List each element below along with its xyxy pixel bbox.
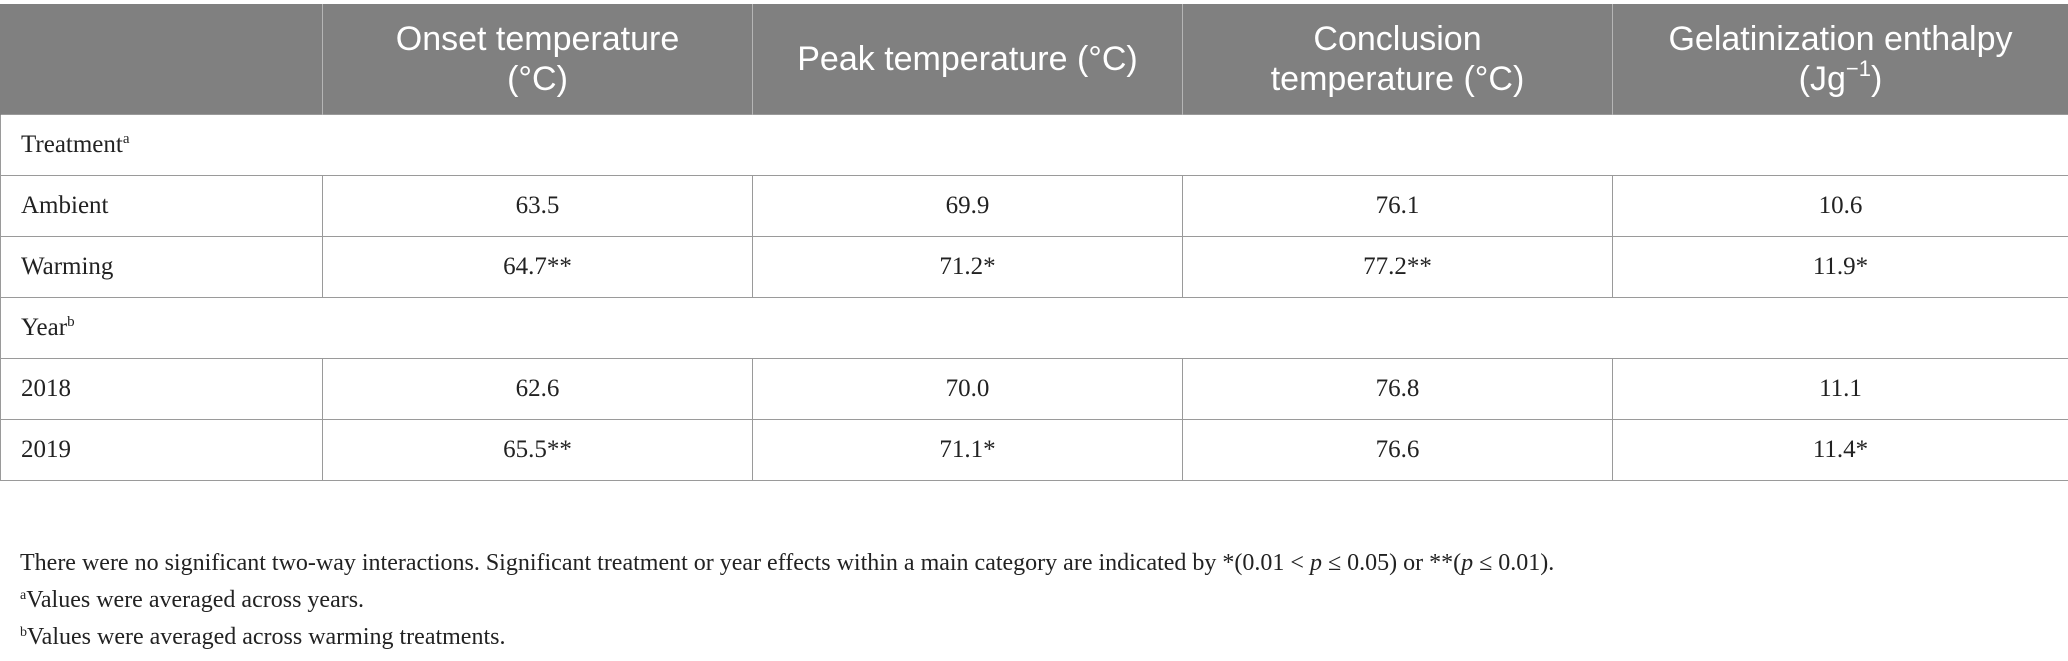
cell-peak: 70.0 xyxy=(752,357,1183,420)
header-onset-line2: (°C) xyxy=(507,59,568,98)
group-row-treatment: Treatmenta xyxy=(0,113,2068,176)
note-p-symbol-2: p xyxy=(1461,550,1474,576)
footnote-a: aValues were averaged across years. xyxy=(20,582,2050,619)
footnote-b-mark: b xyxy=(20,625,27,640)
group-label-year: Yearb xyxy=(0,296,2068,359)
note-text-2: ≤ 0.05) or **( xyxy=(1321,550,1462,576)
header-enthalpy-unit-base: (Jg xyxy=(1798,59,1846,98)
table-row-2018: 2018 62.6 70.0 76.8 11.1 xyxy=(0,357,2068,420)
header-gelatinization-enthalpy: Gelatinization enthalpy (Jg−1) xyxy=(1612,4,2068,114)
cell-enthalpy: 11.1 xyxy=(1612,357,2068,420)
cell-conclusion: 76.8 xyxy=(1182,357,1613,420)
footnote-b-text: Values were averaged across warming trea… xyxy=(27,624,506,650)
header-peak-temperature: Peak temperature (°C) xyxy=(752,4,1183,114)
cell-conclusion: 76.1 xyxy=(1182,174,1613,237)
footnote-a-mark: a xyxy=(20,588,27,603)
cell-onset: 64.7** xyxy=(322,235,753,298)
cell-peak: 69.9 xyxy=(752,174,1183,237)
footnote-a-text: Values were averaged across years. xyxy=(26,587,365,613)
cell-peak: 71.1* xyxy=(752,418,1183,481)
table-header: Onset temperature (°C) Peak temperature … xyxy=(0,4,2068,114)
group-row-year: Yearb xyxy=(0,296,2068,359)
header-enthalpy-line1: Gelatinization enthalpy xyxy=(1668,19,2013,58)
group-label-text: Treatment xyxy=(21,130,123,158)
table-row-2019: 2019 65.5** 71.1* 76.6 11.4* xyxy=(0,418,2068,481)
note-text-3: ≤ 0.01). xyxy=(1473,550,1555,576)
footnote-b: bValues were averaged across warming tre… xyxy=(20,619,2050,656)
cell-conclusion: 76.6 xyxy=(1182,418,1613,481)
row-label: Warming xyxy=(0,235,323,298)
row-label: Ambient xyxy=(0,174,323,237)
header-conclusion-line1: Conclusion xyxy=(1313,19,1482,58)
header-enthalpy-unit: (Jg−1) xyxy=(1798,57,1883,98)
note-p-symbol-1: p xyxy=(1309,550,1322,576)
footnote-mark-a: a xyxy=(122,130,130,147)
note-text-1: There were no significant two-way intera… xyxy=(20,550,1310,576)
cell-enthalpy: 11.9* xyxy=(1612,235,2068,298)
results-table: Onset temperature (°C) Peak temperature … xyxy=(0,4,2068,481)
cell-conclusion: 77.2** xyxy=(1182,235,1613,298)
cell-onset: 65.5** xyxy=(322,418,753,481)
header-blank xyxy=(0,4,323,114)
row-label: 2019 xyxy=(0,418,323,481)
cell-enthalpy: 11.4* xyxy=(1612,418,2068,481)
table-footnotes: There were no significant two-way intera… xyxy=(20,545,2050,656)
header-conclusion-line2: temperature (°C) xyxy=(1270,59,1525,98)
header-onset-line1: Onset temperature xyxy=(395,19,680,58)
cell-onset: 63.5 xyxy=(322,174,753,237)
cell-peak: 71.2* xyxy=(752,235,1183,298)
table-row-warming: Warming 64.7** 71.2* 77.2** 11.9* xyxy=(0,235,2068,298)
group-label-text: Year xyxy=(21,313,68,341)
header-enthalpy-unit-exponent: −1 xyxy=(1845,55,1871,81)
table-row-ambient: Ambient 63.5 69.9 76.1 10.6 xyxy=(0,174,2068,237)
table-body: Treatmenta Ambient 63.5 69.9 76.1 10.6 W… xyxy=(0,113,2068,481)
header-onset-temperature: Onset temperature (°C) xyxy=(322,4,753,114)
header-row: Onset temperature (°C) Peak temperature … xyxy=(0,4,2068,114)
group-label-treatment: Treatmenta xyxy=(0,113,2068,176)
cell-onset: 62.6 xyxy=(322,357,753,420)
significance-note: There were no significant two-way intera… xyxy=(20,545,2050,582)
header-enthalpy-unit-close: ) xyxy=(1871,59,1883,98)
row-label: 2018 xyxy=(0,357,323,420)
header-conclusion-temperature: Conclusion temperature (°C) xyxy=(1182,4,1613,114)
footnote-mark-b: b xyxy=(67,313,75,330)
cell-enthalpy: 10.6 xyxy=(1612,174,2068,237)
